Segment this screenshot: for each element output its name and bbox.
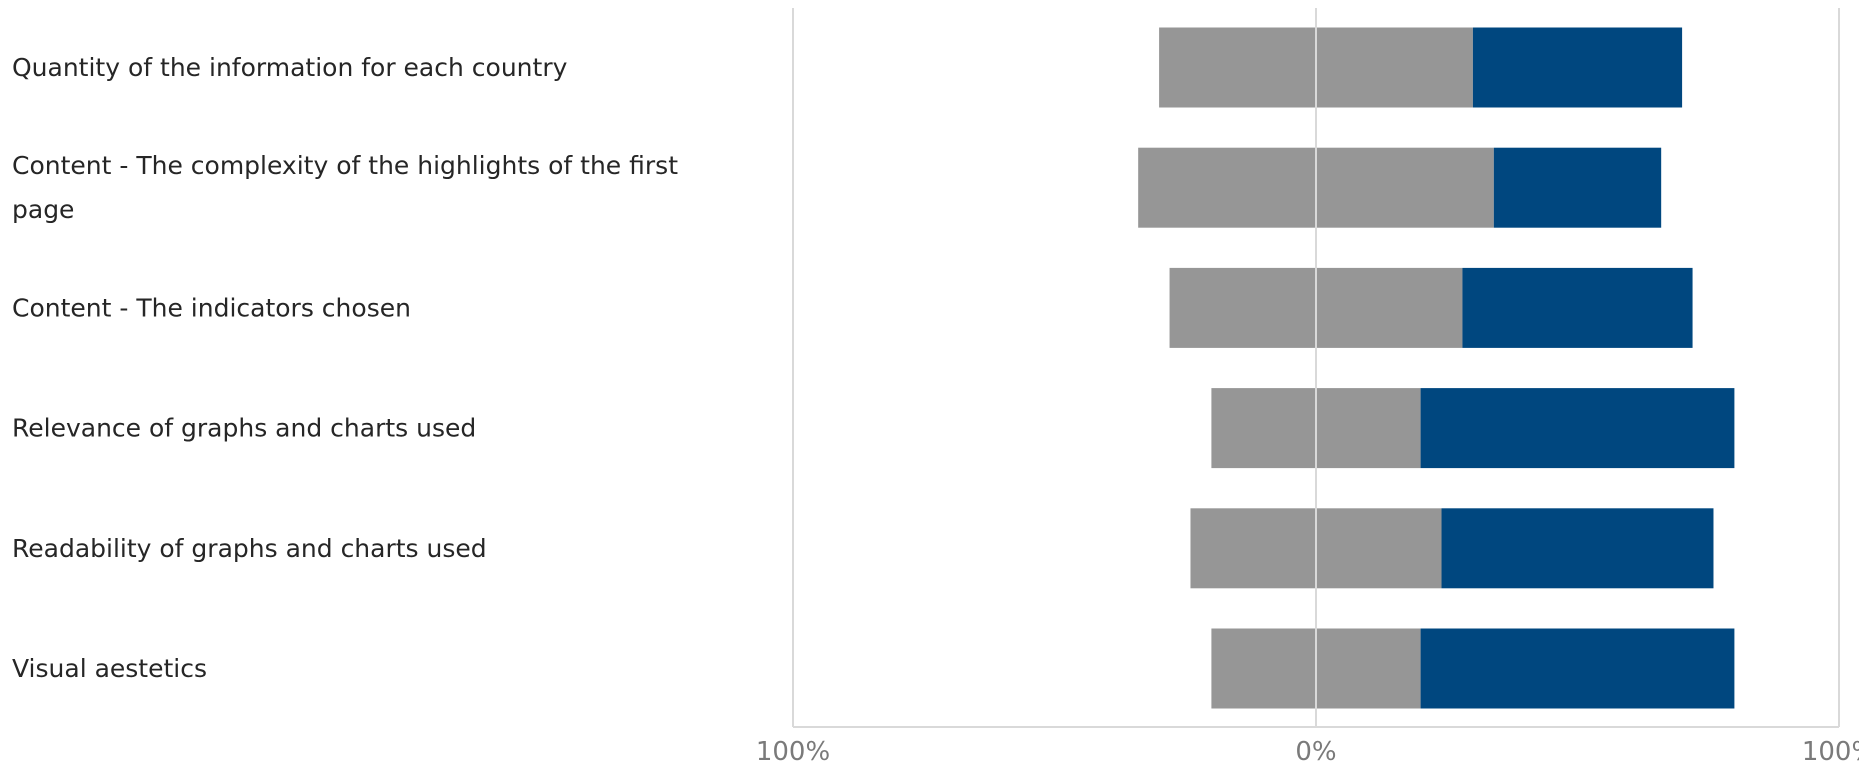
bar-row3-segment2 xyxy=(1316,267,1463,348)
labels-layer: Quantity of the information for each cou… xyxy=(12,53,678,683)
bar-row4-segment1 xyxy=(1211,388,1316,469)
bar-row4-segment3 xyxy=(1420,388,1735,469)
bar-row3-segment3 xyxy=(1462,267,1693,348)
bar-row1-segment3 xyxy=(1472,27,1683,108)
category-label-1-line-1: Quantity of the information for each cou… xyxy=(12,53,568,82)
bar-row5-segment1 xyxy=(1190,508,1316,589)
category-label-3: Content - The indicators chosen xyxy=(12,293,411,322)
category-label-4-line-1: Relevance of graphs and charts used xyxy=(12,414,476,443)
category-label-5: Readability of graphs and charts used xyxy=(12,534,487,563)
bar-row5-segment2 xyxy=(1316,508,1442,589)
x-tick-label-1: 100% xyxy=(756,737,830,764)
category-label-2: Content - The complexity of the highligh… xyxy=(12,151,678,224)
bar-row1-segment2 xyxy=(1316,27,1473,108)
x-tick-label-2: 0% xyxy=(1295,737,1336,764)
category-label-3-line-1: Content - The indicators chosen xyxy=(12,293,411,322)
bar-row4-segment2 xyxy=(1316,388,1421,469)
category-label-6-line-1: Visual aestetics xyxy=(12,654,207,683)
bar-row5-segment3 xyxy=(1441,508,1714,589)
x-tick-label-3: 100% xyxy=(1802,737,1859,764)
category-label-1: Quantity of the information for each cou… xyxy=(12,53,568,82)
category-label-2-line-2: page xyxy=(12,195,74,224)
ticks-layer: 100% 0% 100% xyxy=(756,737,1859,767)
bar-row2-segment2 xyxy=(1316,147,1494,228)
category-label-6: Visual aestetics xyxy=(12,654,207,683)
bar-row2-segment1 xyxy=(1138,147,1316,228)
bars-layer xyxy=(1138,27,1735,709)
bar-row1-segment1 xyxy=(1159,27,1316,108)
bar-row2-segment3 xyxy=(1493,147,1662,228)
bar-row3-segment1 xyxy=(1169,267,1316,348)
category-label-4: Relevance of graphs and charts used xyxy=(12,414,476,443)
bar-row6-segment3 xyxy=(1420,628,1735,709)
bar-row6-segment1 xyxy=(1211,628,1316,709)
category-label-2-line-1: Content - The complexity of the highligh… xyxy=(12,151,678,180)
category-label-5-line-1: Readability of graphs and charts used xyxy=(12,534,487,563)
bar-row6-segment2 xyxy=(1316,628,1421,709)
axis-layer xyxy=(792,8,1840,728)
